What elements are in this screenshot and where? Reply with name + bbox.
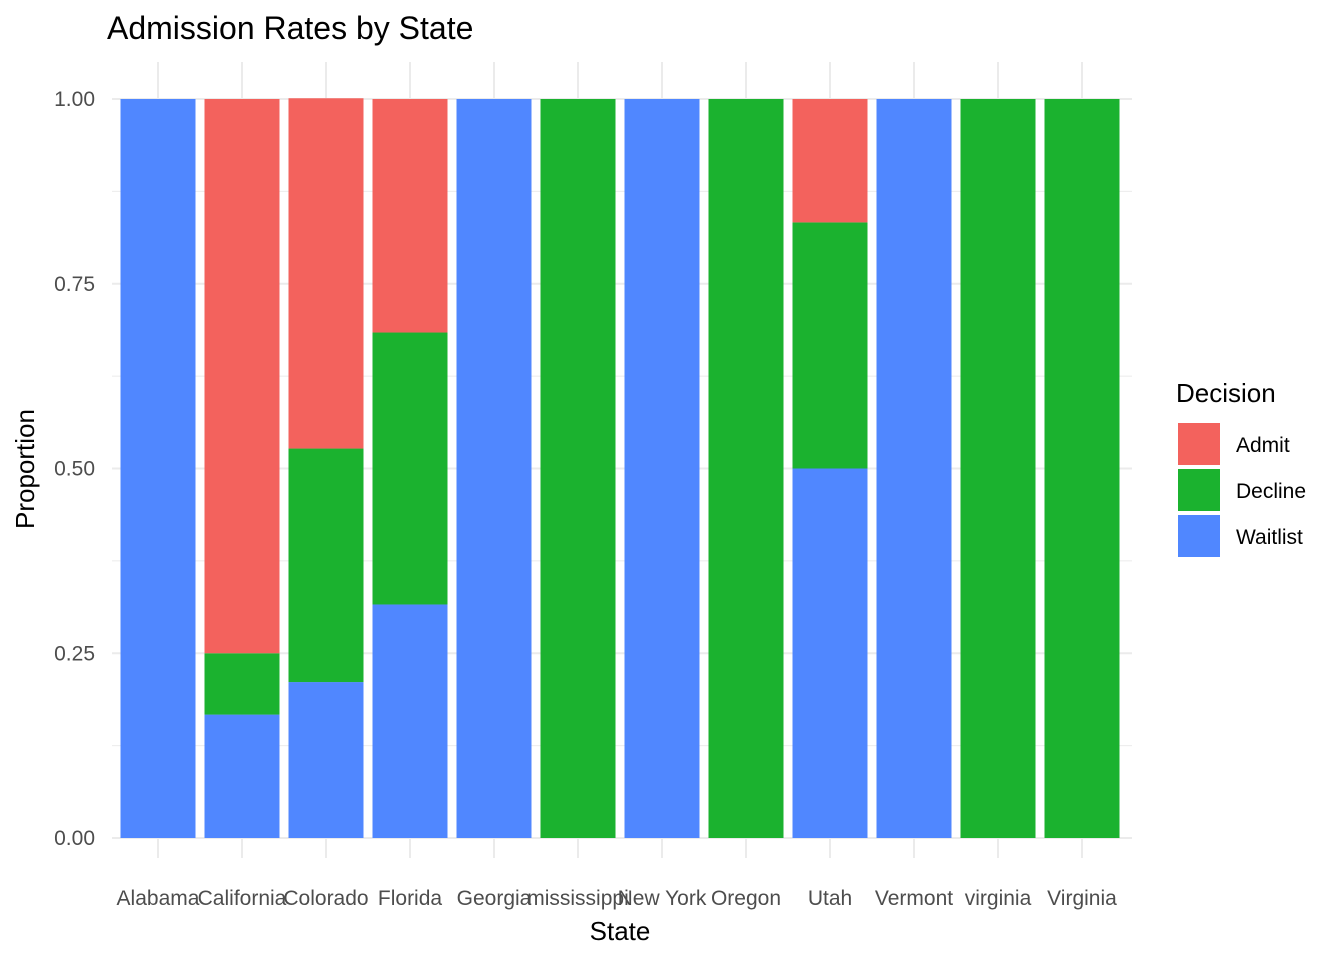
bar-virginia-decline — [960, 99, 1036, 838]
y-tick-label: 1.00 — [54, 88, 95, 111]
legend-key-waitlist — [1178, 515, 1220, 557]
bar-colorado-decline — [288, 448, 364, 683]
x-tick-label: Oregon — [711, 887, 781, 910]
bar-virginia-decline — [1044, 99, 1120, 838]
x-tick-label: Alabama — [117, 887, 200, 910]
legend-key-admit — [1178, 423, 1220, 465]
bar-georgia-waitlist — [456, 99, 532, 838]
bar-utah-waitlist — [792, 468, 868, 838]
bar-florida-waitlist — [372, 604, 448, 838]
x-tick-label: Georgia — [457, 887, 532, 910]
y-tick-label: 0.00 — [54, 827, 95, 850]
chart-title: Admission Rates by State — [107, 10, 473, 46]
legend: Decision Admit Decline Waitlist — [1176, 378, 1306, 557]
x-tick-label: California — [198, 887, 287, 910]
bar-new-york-waitlist — [624, 99, 700, 838]
x-tick-label: Utah — [808, 887, 852, 910]
bar-vermont-waitlist — [876, 99, 952, 838]
x-tick-label: Virginia — [1047, 887, 1117, 910]
y-axis-ticks: 0.00 0.25 0.50 0.75 1.00 — [54, 88, 95, 850]
legend-title: Decision — [1176, 378, 1276, 408]
bar-alabama-waitlist — [120, 99, 196, 838]
bar-california-admit — [204, 99, 280, 654]
x-tick-label: mississippi — [527, 887, 629, 910]
bar-california-decline — [204, 653, 280, 715]
legend-label-decline: Decline — [1236, 480, 1306, 503]
bar-utah-admit — [792, 99, 868, 223]
bar-utah-decline — [792, 222, 868, 469]
x-tick-label: virginia — [965, 887, 1032, 910]
y-tick-label: 0.50 — [54, 458, 95, 481]
x-tick-label: Vermont — [875, 887, 953, 910]
bar-mississippi-decline — [540, 99, 616, 838]
legend-label-waitlist: Waitlist — [1236, 526, 1303, 549]
legend-key-decline — [1178, 469, 1220, 511]
bar-florida-decline — [372, 332, 448, 605]
y-tick-label: 0.25 — [54, 642, 95, 665]
bar-colorado-admit — [288, 98, 364, 449]
bar-oregon-decline — [708, 99, 784, 838]
bars — [120, 98, 1120, 838]
bar-colorado-waitlist — [288, 682, 364, 838]
x-tick-label: Colorado — [283, 887, 368, 910]
x-tick-label: Florida — [378, 887, 443, 910]
x-tick-label: New York — [618, 887, 707, 910]
x-axis-title: State — [590, 916, 651, 946]
y-tick-label: 0.75 — [54, 273, 95, 296]
y-axis-title: Proportion — [10, 409, 40, 529]
legend-label-admit: Admit — [1236, 434, 1290, 457]
bar-florida-admit — [372, 99, 448, 333]
bar-california-waitlist — [204, 714, 280, 838]
